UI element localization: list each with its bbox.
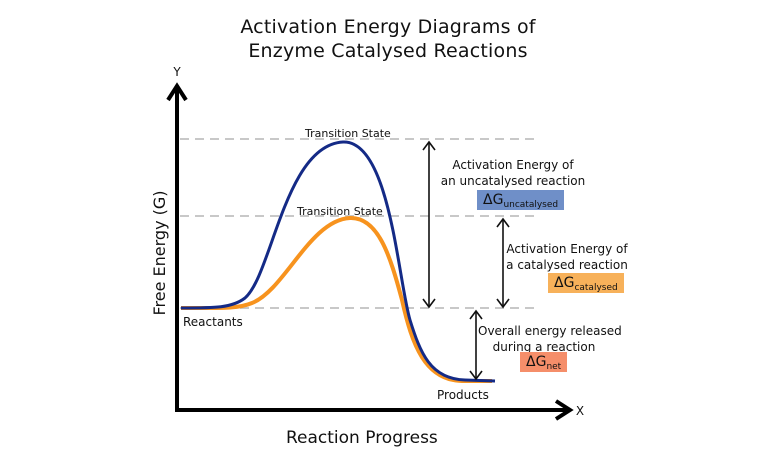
net-annotation-line-1: Overall energy released xyxy=(478,324,622,338)
products-label: Products xyxy=(437,388,489,402)
transition-state-catalysed-label: Transition State xyxy=(297,205,383,218)
delta-g-subscript: net xyxy=(546,362,562,372)
delta-g-symbol: ΔG xyxy=(483,192,504,208)
uncatalysed-annotation: Activation Energy of an uncatalysed reac… xyxy=(440,157,586,189)
net-annotation-line-2: during a reaction xyxy=(492,340,596,354)
uncatalysed-curve xyxy=(180,140,496,383)
uncatalysed-annotation-line-1: Activation Energy of xyxy=(452,158,574,172)
y-axis-label: Free Energy (G) xyxy=(150,190,169,315)
transition-state-uncatalysed-label: Transition State xyxy=(305,127,391,140)
reactants-label: Reactants xyxy=(183,315,243,329)
catalysed-annotation-line-1: Activation Energy of xyxy=(506,242,628,256)
y-axis-arrowhead xyxy=(166,82,188,102)
x-axis-label: Reaction Progress xyxy=(286,428,438,448)
x-axis-arrowhead xyxy=(554,399,574,421)
y-axis-letter: Y xyxy=(172,65,181,79)
title-line-1: Activation Energy Diagrams of xyxy=(240,16,536,38)
catalysed-curve xyxy=(180,215,492,383)
catalysed-annotation: Activation Energy of a catalysed reactio… xyxy=(506,241,628,273)
x-axis-letter: X xyxy=(576,404,584,418)
delta-g-subscript: uncatalysed xyxy=(503,200,559,210)
delta-g-net-badge: ΔGnet xyxy=(520,352,568,372)
arrow-uncatalysed xyxy=(422,140,436,309)
delta-g-symbol: ΔG xyxy=(554,275,575,291)
net-annotation: Overall energy released during a reactio… xyxy=(478,323,622,355)
arrow-net xyxy=(469,309,483,381)
delta-g-subscript: catalysed xyxy=(574,283,618,293)
catalysed-annotation-line-2: a catalysed reaction xyxy=(506,258,628,272)
arrow-catalysed xyxy=(496,217,510,309)
delta-g-symbol: ΔG xyxy=(526,354,547,370)
uncatalysed-annotation-line-2: an uncatalysed reaction xyxy=(440,174,586,188)
delta-g-uncatalysed-badge: ΔGuncatalysed xyxy=(477,190,565,210)
title-line-2: Enzyme Catalysed Reactions xyxy=(248,40,528,62)
delta-g-catalysed-badge: ΔGcatalysed xyxy=(548,273,624,293)
